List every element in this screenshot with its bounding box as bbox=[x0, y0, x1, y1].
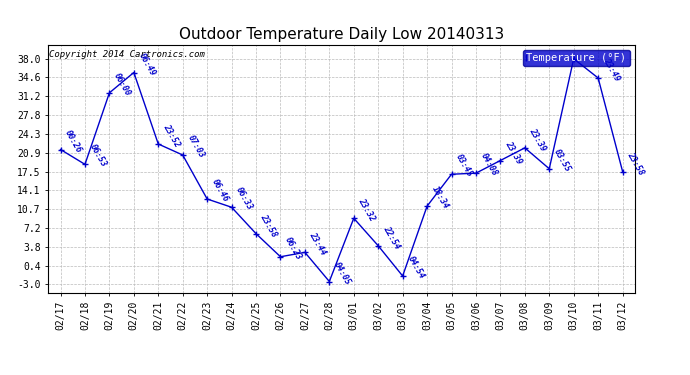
Text: 03:45: 03:45 bbox=[454, 153, 475, 179]
Text: 06:53: 06:53 bbox=[88, 143, 108, 169]
Text: 23:58: 23:58 bbox=[259, 212, 279, 238]
Text: 23:39: 23:39 bbox=[503, 139, 524, 165]
Text: 22:54: 22:54 bbox=[381, 224, 402, 251]
Title: Outdoor Temperature Daily Low 20140313: Outdoor Temperature Daily Low 20140313 bbox=[179, 27, 504, 42]
Text: 03:55: 03:55 bbox=[552, 147, 572, 174]
Text: 07:03: 07:03 bbox=[186, 134, 206, 160]
Text: 04:05: 04:05 bbox=[332, 260, 353, 286]
Text: 18:34: 18:34 bbox=[430, 185, 450, 211]
Text: 23:58: 23:58 bbox=[625, 150, 646, 176]
Text: 23:49: 23:49 bbox=[601, 57, 621, 83]
Text: 04:54: 04:54 bbox=[406, 255, 426, 281]
Text: 04:08: 04:08 bbox=[479, 152, 499, 178]
Text: 06:00: 06:00 bbox=[112, 72, 132, 98]
Text: 23:39: 23:39 bbox=[528, 126, 548, 153]
Text: 23:44: 23:44 bbox=[308, 231, 328, 257]
Text: Copyright 2014 Cartronics.com: Copyright 2014 Cartronics.com bbox=[50, 50, 206, 59]
Text: 06:33: 06:33 bbox=[235, 186, 255, 212]
Text: 00:26: 00:26 bbox=[63, 128, 83, 154]
Text: 23:52: 23:52 bbox=[161, 123, 181, 149]
Legend: Temperature (°F): Temperature (°F) bbox=[523, 50, 629, 66]
Text: 06:23: 06:23 bbox=[283, 236, 304, 261]
Text: 06:46: 06:46 bbox=[210, 178, 230, 204]
Text: 06:49: 06:49 bbox=[137, 51, 157, 77]
Text: 23:32: 23:32 bbox=[357, 197, 377, 223]
